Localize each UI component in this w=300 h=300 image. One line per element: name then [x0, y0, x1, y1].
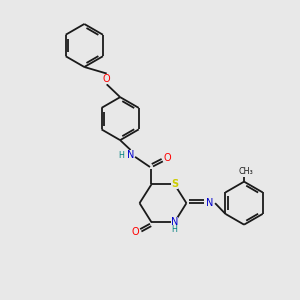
Text: N: N	[206, 198, 213, 208]
Text: H: H	[172, 225, 177, 234]
Text: O: O	[103, 74, 110, 84]
Text: H: H	[118, 152, 124, 160]
Text: O: O	[164, 153, 171, 164]
Text: N: N	[171, 217, 178, 227]
Text: CH₃: CH₃	[238, 167, 253, 176]
Text: O: O	[132, 227, 140, 237]
Text: S: S	[171, 179, 178, 189]
Text: N: N	[127, 150, 134, 161]
